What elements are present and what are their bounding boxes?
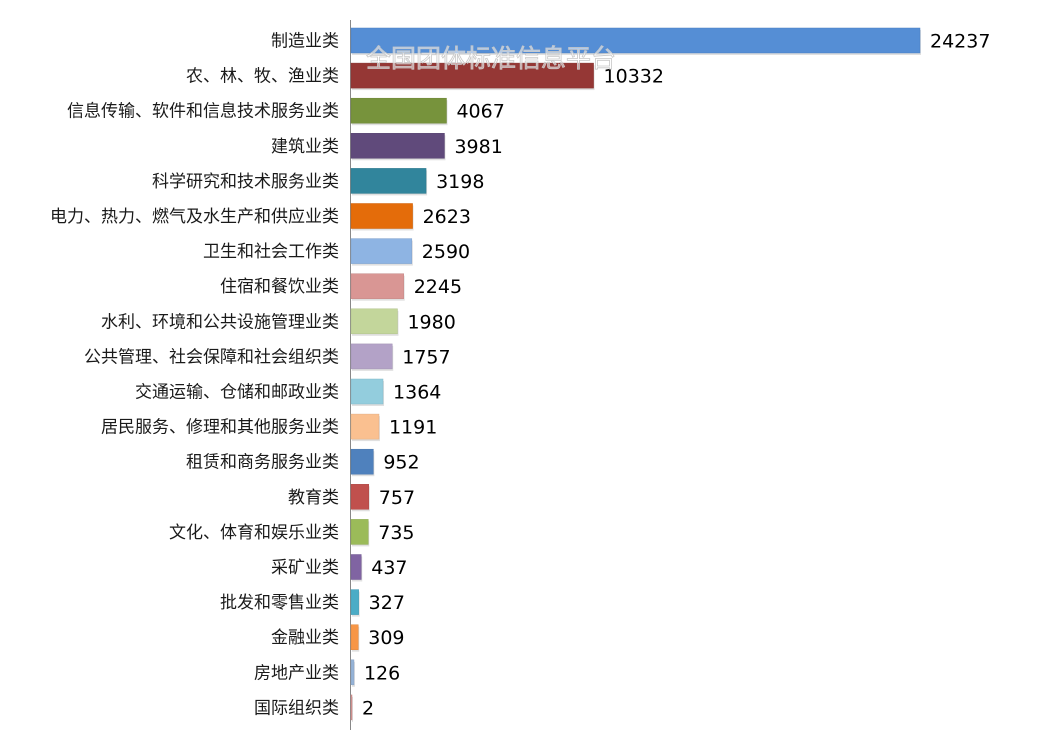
bars-layer: [350, 27, 921, 722]
category-label: 水利、环境和公共设施管理业类: [101, 312, 339, 332]
category-label: 信息传输、软件和信息技术服务业类: [67, 102, 339, 122]
category-label: 金融业类: [271, 628, 339, 648]
bar: [350, 624, 359, 650]
category-label: 文化、体育和娱乐业类: [169, 523, 339, 543]
category-label: 住宿和餐饮业类: [220, 277, 339, 297]
data-label: 1757: [402, 346, 450, 368]
category-label: 居民服务、修理和其他服务业类: [101, 418, 339, 438]
data-label: 735: [378, 522, 414, 544]
data-label: 757: [379, 487, 415, 509]
bar: [350, 27, 921, 54]
bar: [350, 694, 353, 721]
watermark-text: 全国团体标准信息平台: [366, 44, 616, 73]
category-label: 卫生和社会工作类: [203, 242, 339, 262]
data-label: 437: [371, 557, 407, 579]
data-label: 1364: [393, 382, 441, 404]
category-label: 农、林、牧、渔业类: [186, 67, 339, 87]
category-label: 批发和零售业类: [220, 593, 339, 613]
category-labels: 制造业类农、林、牧、渔业类信息传输、软件和信息技术服务业类建筑业类科学研究和技术…: [50, 32, 339, 719]
bar: [350, 203, 413, 229]
category-label: 教育类: [288, 488, 339, 508]
data-label: 327: [369, 592, 405, 614]
bar: [350, 308, 398, 335]
data-label: 2623: [423, 206, 471, 228]
data-label: 4067: [456, 101, 504, 123]
bar: [350, 554, 362, 580]
category-label: 采矿业类: [271, 558, 339, 578]
category-label: 电力、热力、燃气及水生产和供应业类: [50, 207, 339, 227]
bar: [350, 484, 370, 510]
bar: [350, 273, 404, 299]
data-label: 1980: [407, 311, 455, 333]
bar: [350, 97, 447, 124]
bar: [350, 413, 380, 440]
data-label: 24237: [930, 31, 990, 53]
bar: [350, 343, 393, 370]
bar: [350, 168, 427, 194]
category-label: 交通运输、仓储和邮政业类: [135, 383, 339, 403]
category-label: 租赁和商务服务业类: [186, 453, 339, 473]
data-label: 3198: [436, 171, 484, 193]
bar: [350, 378, 384, 405]
bar: [350, 238, 413, 264]
bar: [350, 448, 374, 475]
bar: [350, 62, 594, 89]
category-label: 房地产业类: [254, 663, 339, 683]
category-label: 建筑业类: [271, 137, 339, 157]
data-label: 952: [383, 452, 419, 474]
bar: [350, 589, 359, 615]
category-label: 科学研究和技术服务业类: [152, 172, 339, 192]
data-label: 2: [362, 697, 374, 719]
category-label: 国际组织类: [254, 698, 339, 718]
data-label: 2245: [414, 276, 462, 298]
data-label: 309: [368, 627, 404, 649]
bar-shadow: [352, 696, 353, 722]
bar: [350, 659, 355, 686]
data-label: 10332: [604, 66, 664, 88]
category-label: 制造业类: [271, 32, 339, 52]
value-labels: 24237 10332 4067 3981 3198 2623 2590 2245 1980 17…: [362, 31, 990, 720]
data-label: 126: [364, 662, 400, 684]
data-label: 1191: [389, 417, 437, 439]
data-label: 3981: [454, 136, 502, 158]
category-label: 公共管理、社会保障和社会组织类: [84, 347, 339, 367]
bar: [350, 133, 445, 159]
bar: [350, 519, 369, 545]
data-label: 2590: [422, 241, 470, 263]
